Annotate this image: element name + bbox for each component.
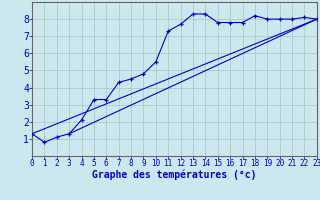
X-axis label: Graphe des températures (°c): Graphe des températures (°c)	[92, 169, 257, 180]
